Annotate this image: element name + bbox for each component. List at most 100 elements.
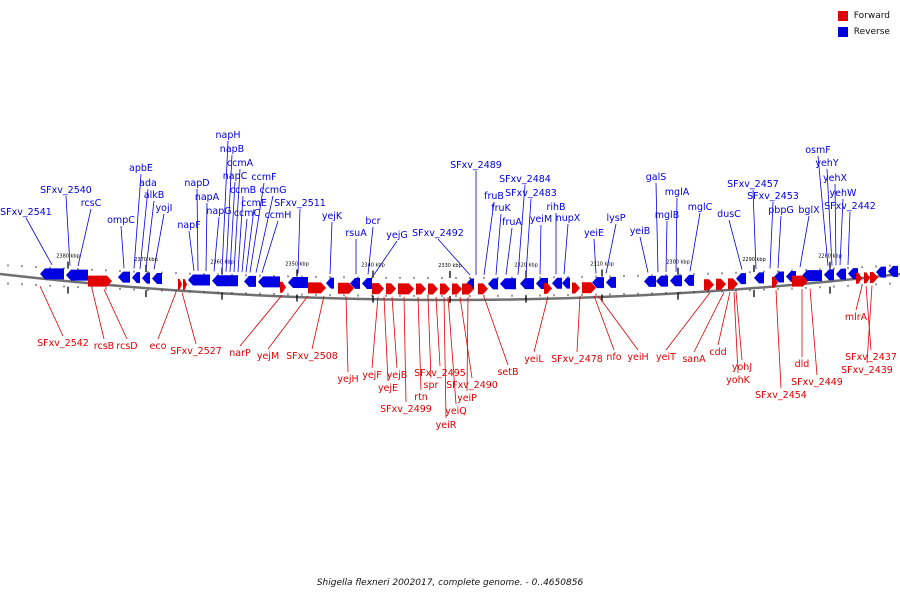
gene-name: SFxv_2527: [170, 346, 222, 357]
gene-label-napd: napD: [184, 178, 210, 271]
leader-line: [675, 197, 678, 272]
reverse-gene-arrow: [848, 268, 858, 280]
gene-name: rcsD: [116, 341, 137, 352]
leader-line: [495, 213, 502, 275]
leader-line: [205, 202, 208, 272]
gene-name: nupX: [556, 213, 581, 224]
scale-tick-label: 2360 kbp: [210, 260, 234, 266]
reverse-gene-arrow: [258, 276, 280, 288]
gene-name: spr: [424, 380, 439, 391]
leader-line: [775, 290, 782, 389]
gene-name: yejM: [257, 351, 279, 362]
gene-name: dusC: [717, 209, 741, 220]
gene-label-yeih: yeiH: [597, 295, 649, 363]
leader-line: [403, 296, 407, 403]
leader-line: [249, 182, 265, 273]
reverse-gene-arrow: [888, 265, 898, 277]
map-caption: Shigella flexneri 2002017, complete geno…: [316, 578, 584, 588]
leader-line: [417, 296, 422, 391]
gene-name: yeiM: [530, 214, 552, 225]
gene-label-yeip: yeiP: [457, 296, 477, 404]
leader-line: [196, 188, 199, 271]
leader-line: [665, 220, 668, 273]
gene-name: yehW: [830, 188, 857, 199]
reverse-gene-arrow: [466, 278, 474, 290]
gene-name: alkB: [144, 190, 164, 201]
leader-line: [367, 226, 374, 275]
gene-label-yejh: yejH: [337, 296, 359, 385]
forward-gene-arrow: [544, 282, 552, 294]
gene-name: mlrA: [845, 312, 868, 323]
gene-name: napF: [177, 220, 200, 231]
gene-label-naph: napH: [215, 130, 241, 272]
leader-line: [329, 221, 333, 275]
forward-gene-arrow: [728, 278, 738, 290]
gene-name: cdd: [709, 347, 726, 358]
gene-name: SFxv_2437: [845, 352, 897, 363]
gene-name: bcr: [365, 216, 380, 227]
leader-line: [188, 230, 195, 271]
gene-name: SFxv_2484: [499, 174, 551, 185]
reverse-gene-arrow: [152, 272, 162, 284]
forward-gene-arrow: [716, 278, 726, 290]
leader-line: [769, 201, 774, 269]
gene-name: fruB: [484, 191, 504, 202]
gene-label-osmf: osmF: [805, 145, 831, 266]
gene-name: SFxv_2541: [0, 207, 52, 218]
gene-label-nfo: nfo: [593, 295, 622, 363]
gene-name: ompC: [107, 215, 135, 226]
gene-label-rcsb: rcsB: [91, 288, 114, 352]
legend-forward: Forward: [837, 8, 890, 24]
gene-name: yeiQ: [445, 406, 467, 417]
gene-label-sfxv-2449: SFxv_2449: [791, 288, 843, 388]
gene-label-rcsc: rcsC: [77, 198, 102, 267]
leader-line: [237, 195, 244, 273]
gene-name: SFxv_2490: [446, 380, 498, 391]
leader-line: [225, 154, 233, 272]
leader-line: [447, 296, 457, 405]
leader-line: [435, 296, 441, 367]
forward-gene-arrow: [704, 279, 714, 291]
leader-line: [427, 296, 432, 379]
reverse-gene-arrow: [500, 278, 516, 290]
gene-label-yejf: yejF: [362, 296, 382, 381]
gene-name: rcsB: [94, 341, 114, 352]
gene-label-rihb: rihB: [546, 202, 566, 275]
gene-label-napa: napA: [195, 192, 220, 272]
gene-label-yejb: yejB: [387, 296, 407, 381]
gene-label-napc: napC: [223, 171, 248, 272]
forward-gene-arrow: [864, 272, 870, 284]
leader-line: [297, 208, 301, 274]
gene-label-mlra: mlrA: [845, 286, 868, 323]
forward-gene-arrow: [440, 283, 450, 295]
leader-line: [181, 292, 197, 345]
gene-label-sfxv-2499: SFxv_2499: [380, 296, 432, 415]
gene-name: napB: [220, 144, 244, 155]
gene-label-sfxv-2437: SFxv_2437: [845, 285, 897, 363]
leader-line: [735, 291, 743, 361]
gene-label-spr: spr: [424, 296, 439, 391]
leader-line: [593, 295, 615, 351]
gene-label-napb: napB: [220, 144, 244, 272]
leader-line: [799, 215, 810, 268]
scale-tick-label: 2290 kbp: [742, 257, 766, 263]
gene-label-rtn: rtn: [414, 296, 428, 403]
leader-line: [373, 240, 398, 275]
leader-line: [655, 182, 659, 273]
gene-name: SFxv_2454: [755, 390, 807, 401]
scale-tick-label: 2320 kbp: [514, 263, 538, 269]
gene-name: napA: [195, 192, 220, 203]
gene-label-bcr: bcr: [365, 216, 381, 275]
gene-label-yohk: yohK: [726, 291, 751, 386]
gene-label-mgla: mglA: [665, 187, 690, 272]
leader-line: [371, 296, 379, 369]
leader-line: [245, 208, 255, 273]
gene-name: yejK: [322, 211, 343, 222]
forward-gene-arrow: [308, 282, 326, 294]
reverse-gene-arrow: [802, 270, 822, 282]
forward-gene-arrow: [338, 282, 354, 294]
gene-label-eco: eco: [150, 292, 177, 352]
reverse-gene-arrow: [736, 273, 746, 285]
gene-name: pbpG: [768, 205, 793, 216]
gene-label-bglx: bglX: [798, 205, 820, 268]
